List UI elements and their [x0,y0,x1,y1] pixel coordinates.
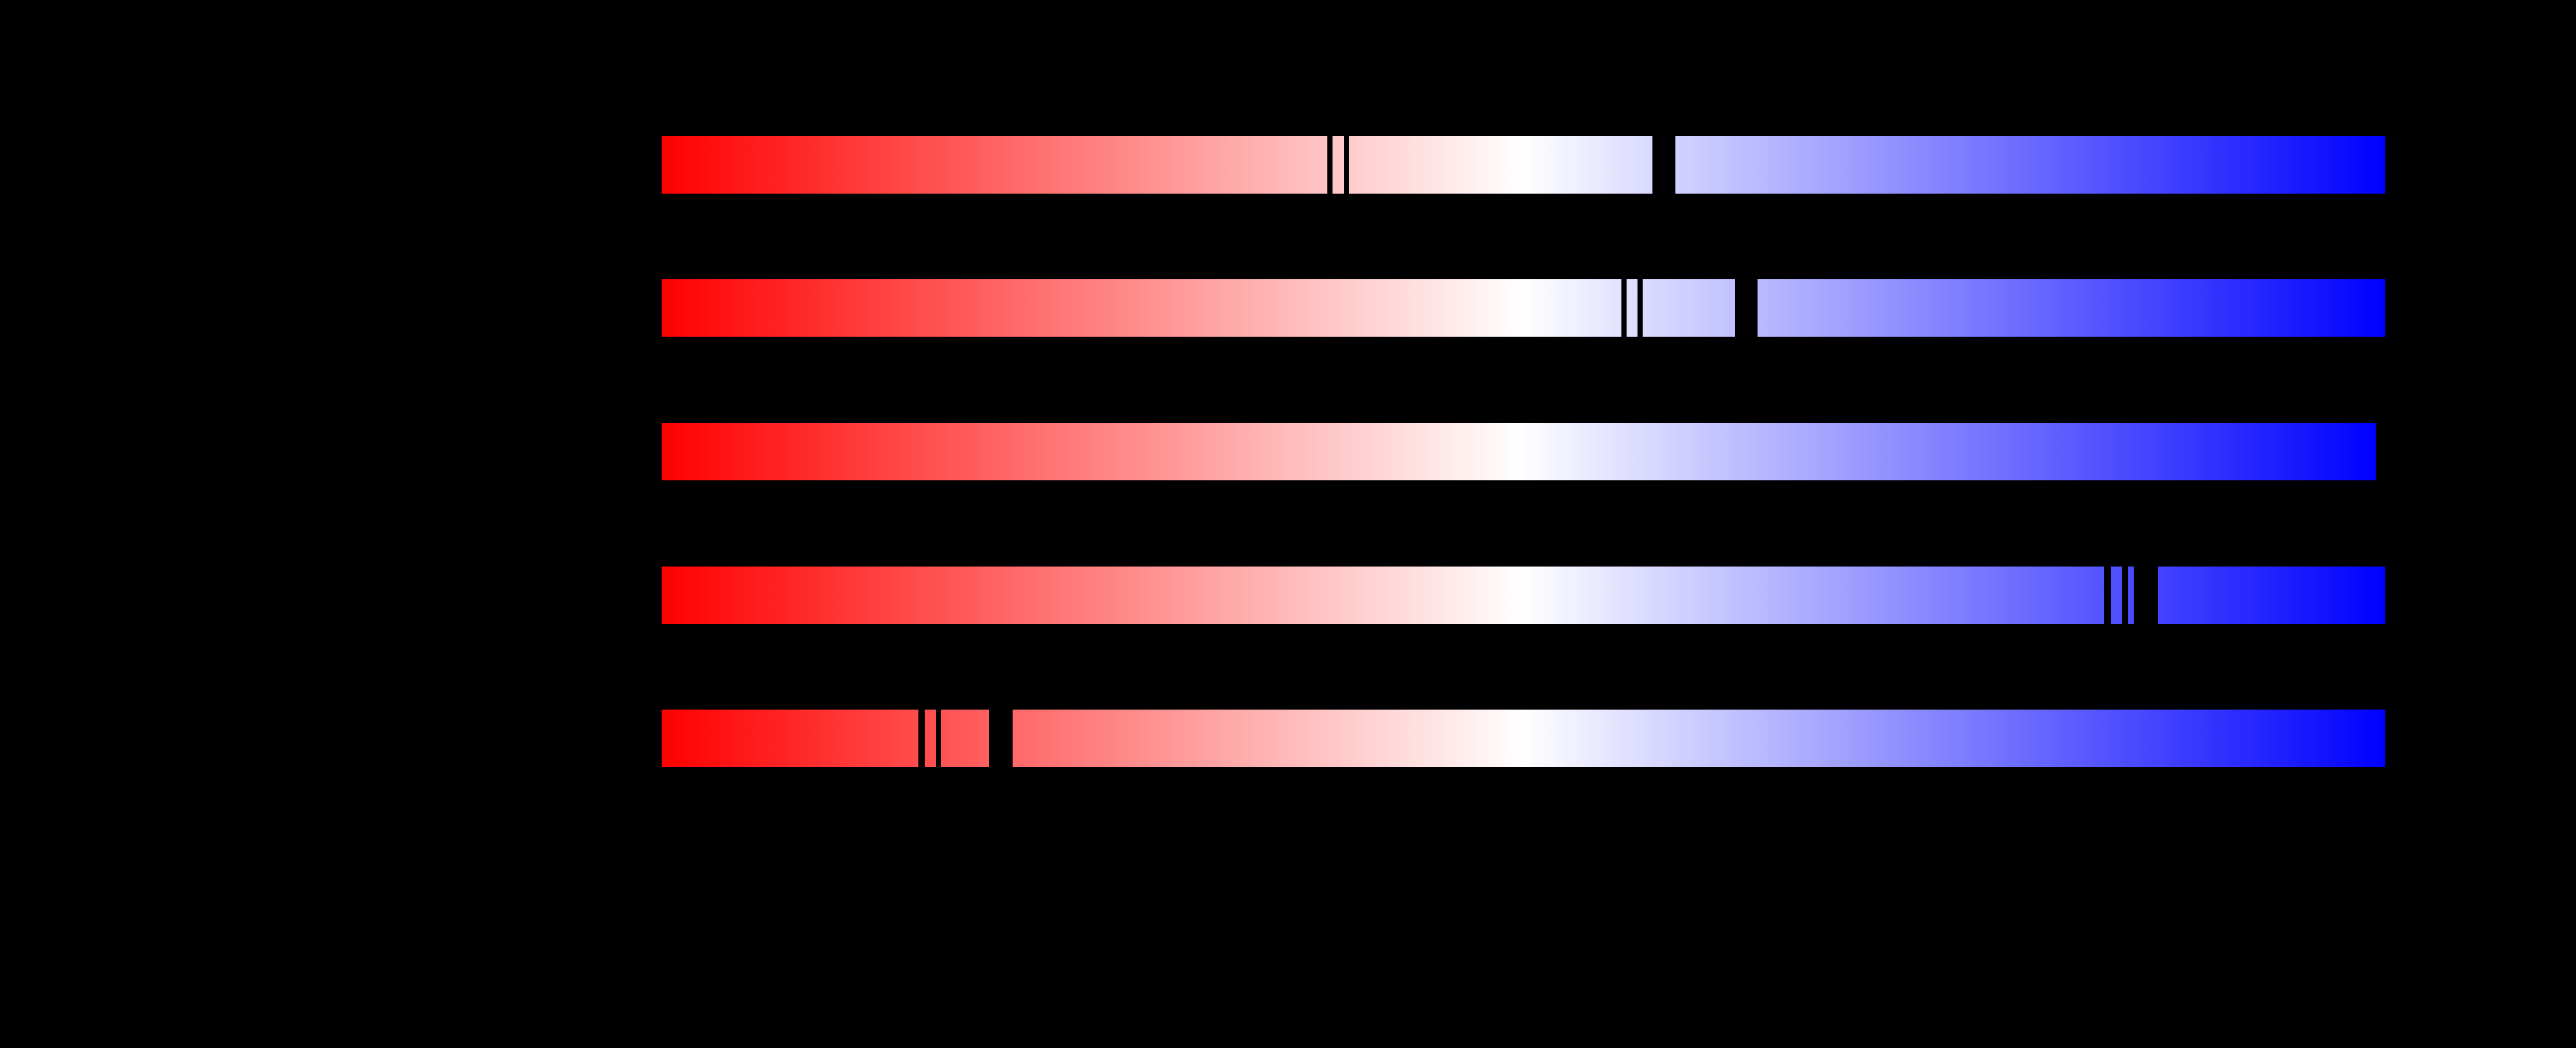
thin-marker [2104,567,2111,624]
thin-marker [936,710,941,767]
thin-marker [1621,279,1627,337]
thick-marker [2134,567,2158,624]
thick-marker [989,710,1013,767]
thin-marker [1637,279,1643,337]
gradient-bar-1 [662,136,2385,194]
thick-marker [1652,136,1675,194]
gradient-bar-3 [662,423,2376,480]
thin-marker [1327,136,1333,194]
thin-marker [1344,136,1349,194]
thick-marker [1735,279,1758,337]
thin-marker [2122,567,2128,624]
gradient-bar-2 [662,279,2385,337]
thin-marker [918,710,925,767]
gradient-bar-4 [662,567,2385,624]
gradient-bar-5 [662,710,2385,767]
